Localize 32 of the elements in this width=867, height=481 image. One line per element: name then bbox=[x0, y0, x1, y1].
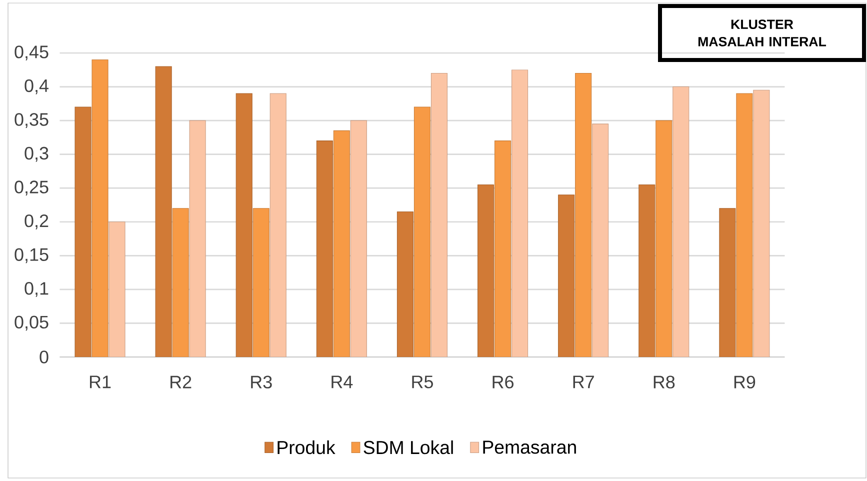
bar bbox=[753, 90, 770, 357]
x-tick-label: R6 bbox=[492, 376, 514, 388]
y-tick-label: 0,4 bbox=[24, 79, 49, 94]
x-tick-label: R2 bbox=[170, 376, 192, 388]
x-tick-label: R9 bbox=[734, 376, 756, 388]
y-tick-label: 0,45 bbox=[14, 46, 48, 60]
y-tick-label: 0,35 bbox=[14, 113, 48, 128]
bar bbox=[108, 222, 126, 357]
x-tick-label: R3 bbox=[251, 376, 272, 388]
chart-title: KLUSTER MASALAH INTERAL bbox=[698, 20, 826, 46]
y-tick-label: 0,15 bbox=[14, 248, 48, 264]
bar bbox=[672, 86, 690, 357]
bar bbox=[189, 120, 206, 357]
x-tick-label: R1 bbox=[90, 376, 111, 388]
x-tick-label: R5 bbox=[412, 376, 433, 388]
legend-label: Produk bbox=[278, 440, 336, 454]
legend-label: SDM Lokal bbox=[364, 440, 453, 454]
legend-label: Pemasaran bbox=[483, 440, 576, 454]
bar bbox=[350, 120, 367, 357]
y-tick-label: 0 bbox=[40, 350, 48, 364]
x-tick-label: R8 bbox=[654, 376, 675, 388]
y-tick-label: 0,2 bbox=[24, 214, 48, 230]
bar bbox=[592, 124, 609, 357]
y-tick-label: 0,25 bbox=[14, 180, 48, 196]
y-tick-label: 0,05 bbox=[14, 316, 48, 331]
bar bbox=[430, 72, 448, 357]
x-tick-label: R7 bbox=[573, 376, 594, 388]
x-tick-label: R4 bbox=[332, 376, 353, 388]
bar bbox=[270, 93, 286, 357]
y-tick-label: 0,3 bbox=[24, 146, 48, 162]
y-tick-label: 0,1 bbox=[24, 282, 48, 297]
bar bbox=[512, 70, 528, 357]
